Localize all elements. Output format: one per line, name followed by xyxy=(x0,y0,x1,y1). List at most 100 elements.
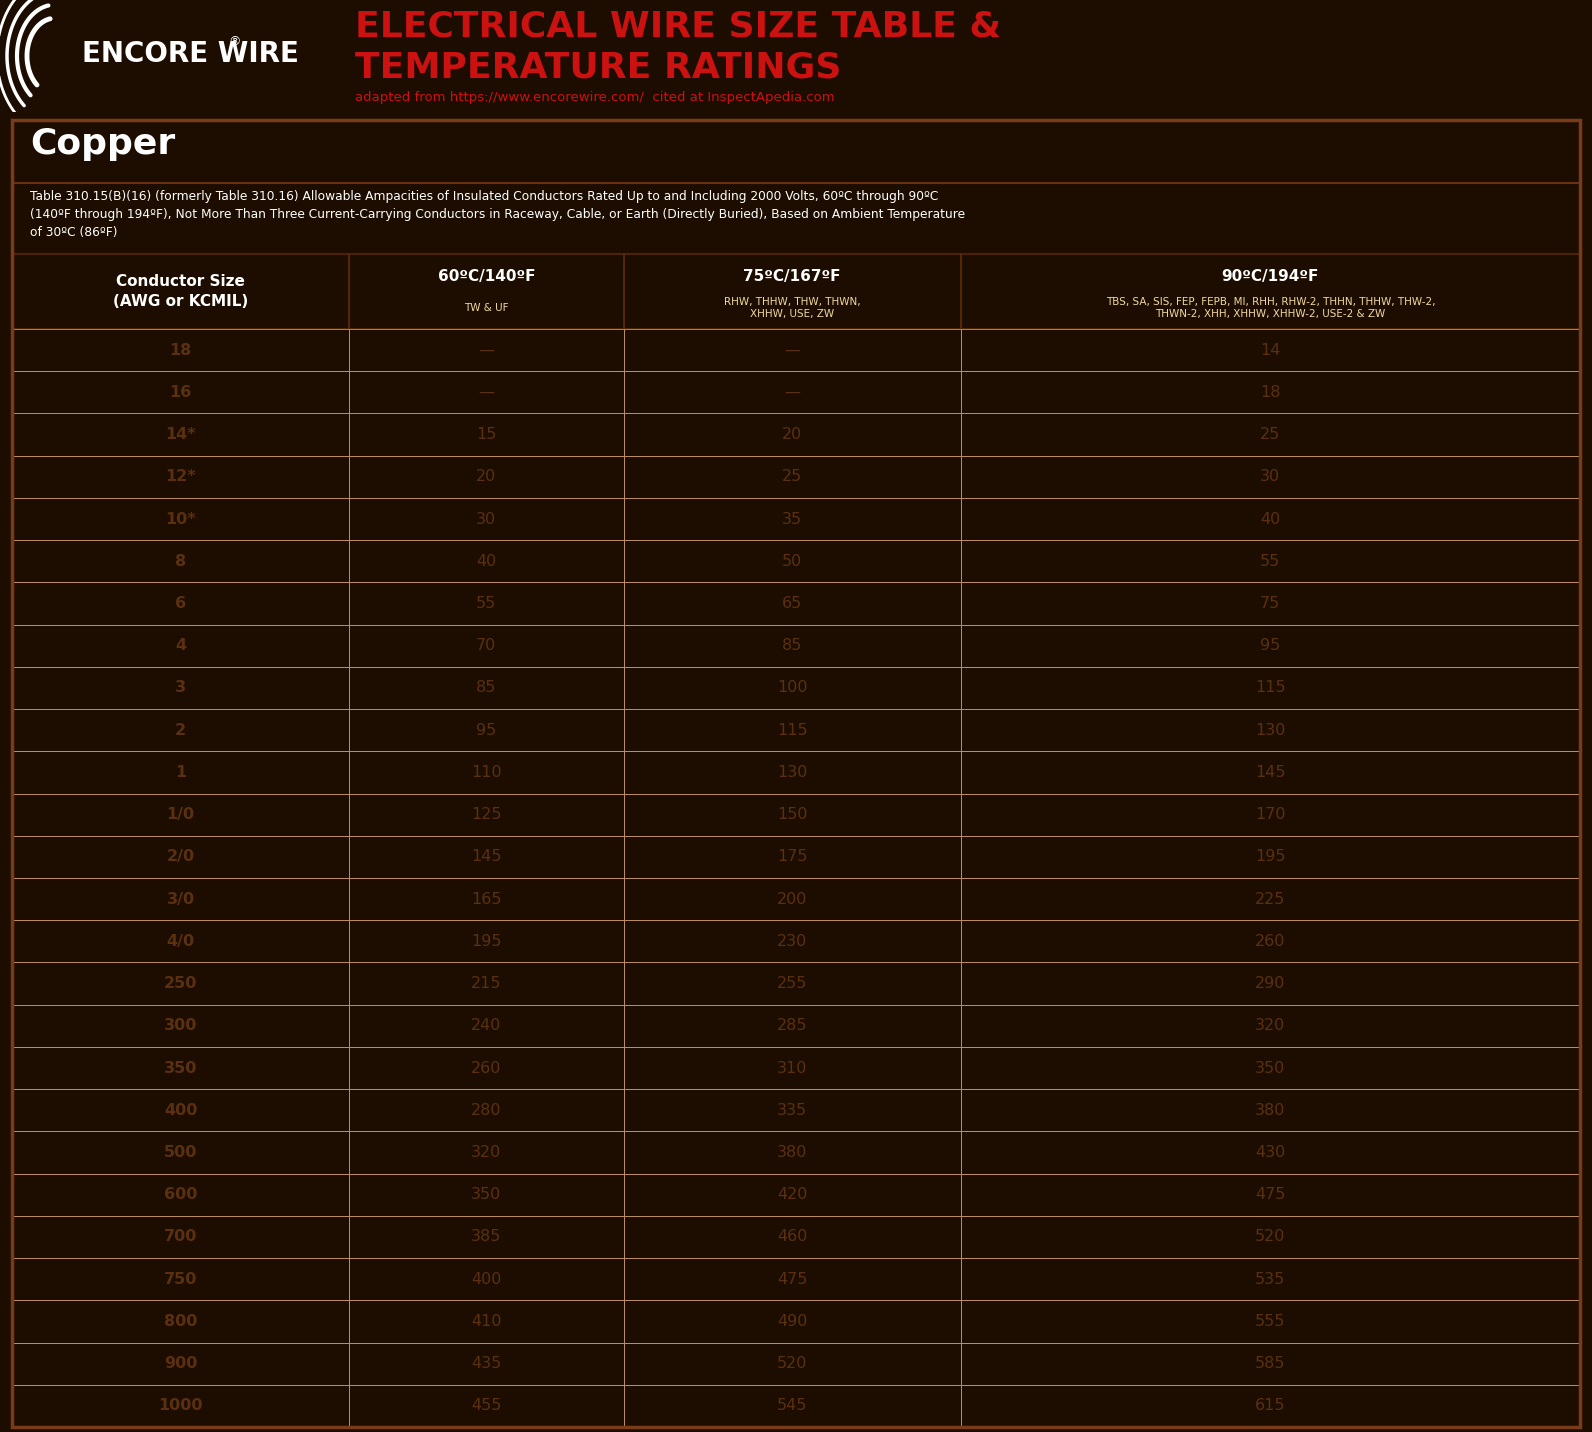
Text: 10*: 10* xyxy=(166,511,196,527)
Text: 130: 130 xyxy=(1254,723,1285,737)
Text: 14*: 14* xyxy=(166,427,196,442)
Text: 70: 70 xyxy=(476,639,497,653)
Text: TBS, SA, SIS, FEP, FEPB, MI, RHH, RHW-2, THHN, THHW, THW-2,
THWN-2, XHH, XHHW, X: TBS, SA, SIS, FEP, FEPB, MI, RHH, RHW-2,… xyxy=(1105,296,1434,319)
Text: 460: 460 xyxy=(777,1230,807,1244)
Text: 520: 520 xyxy=(777,1356,807,1372)
Text: 40: 40 xyxy=(1261,511,1280,527)
Text: 3: 3 xyxy=(175,680,186,696)
Text: 3/0: 3/0 xyxy=(167,892,194,906)
Text: 535: 535 xyxy=(1254,1272,1285,1287)
Text: 350: 350 xyxy=(471,1187,501,1203)
Text: 175: 175 xyxy=(777,849,807,865)
Text: 200: 200 xyxy=(777,892,807,906)
Text: 490: 490 xyxy=(777,1315,807,1329)
Text: 130: 130 xyxy=(777,765,807,780)
Text: 410: 410 xyxy=(471,1315,501,1329)
Text: 165: 165 xyxy=(471,892,501,906)
Text: 250: 250 xyxy=(164,977,197,991)
Text: 800: 800 xyxy=(164,1315,197,1329)
Text: 300: 300 xyxy=(164,1018,197,1034)
Text: 75ºC/167ºF: 75ºC/167ºF xyxy=(743,269,841,284)
Text: 50: 50 xyxy=(782,554,802,569)
Text: RHW, THHW, THW, THWN,
XHHW, USE, ZW: RHW, THHW, THW, THWN, XHHW, USE, ZW xyxy=(724,296,860,319)
Text: 1/0: 1/0 xyxy=(167,808,194,822)
Text: 15: 15 xyxy=(476,427,497,442)
Text: 30: 30 xyxy=(476,511,497,527)
Text: 16: 16 xyxy=(169,385,191,400)
Text: 18: 18 xyxy=(1261,385,1280,400)
Text: adapted from https://www.encorewire.com/  cited at InspectApedia.com: adapted from https://www.encorewire.com/… xyxy=(355,92,834,105)
Text: 380: 380 xyxy=(777,1146,807,1160)
Text: 75: 75 xyxy=(1261,596,1280,611)
Text: 215: 215 xyxy=(471,977,501,991)
Text: 14: 14 xyxy=(1261,342,1280,358)
Text: —: — xyxy=(785,385,801,400)
Text: 55: 55 xyxy=(476,596,497,611)
Text: 40: 40 xyxy=(476,554,497,569)
Text: 435: 435 xyxy=(471,1356,501,1372)
Text: 475: 475 xyxy=(1254,1187,1285,1203)
Text: 55: 55 xyxy=(1261,554,1280,569)
Text: ELECTRICAL WIRE SIZE TABLE &: ELECTRICAL WIRE SIZE TABLE & xyxy=(355,10,1001,44)
Text: 385: 385 xyxy=(471,1230,501,1244)
Text: 285: 285 xyxy=(777,1018,807,1034)
Text: 4: 4 xyxy=(175,639,186,653)
Text: —: — xyxy=(478,385,495,400)
Text: 20: 20 xyxy=(782,427,802,442)
Text: 18: 18 xyxy=(169,342,191,358)
Text: 195: 195 xyxy=(471,934,501,949)
Text: 85: 85 xyxy=(476,680,497,696)
Text: 230: 230 xyxy=(777,934,807,949)
Text: 125: 125 xyxy=(471,808,501,822)
Text: 700: 700 xyxy=(164,1230,197,1244)
Text: 1000: 1000 xyxy=(158,1399,202,1413)
Text: 475: 475 xyxy=(777,1272,807,1287)
Text: 8: 8 xyxy=(175,554,186,569)
Text: 95: 95 xyxy=(1261,639,1280,653)
Text: 520: 520 xyxy=(1254,1230,1285,1244)
Text: —: — xyxy=(785,342,801,358)
Text: 400: 400 xyxy=(471,1272,501,1287)
Text: 585: 585 xyxy=(1254,1356,1286,1372)
Text: 145: 145 xyxy=(1254,765,1286,780)
Text: 1: 1 xyxy=(175,765,186,780)
Text: 290: 290 xyxy=(1254,977,1285,991)
Text: 260: 260 xyxy=(471,1061,501,1075)
Text: 455: 455 xyxy=(471,1399,501,1413)
Text: 12*: 12* xyxy=(166,470,196,484)
Text: 65: 65 xyxy=(782,596,802,611)
Text: 260: 260 xyxy=(1254,934,1285,949)
Text: 615: 615 xyxy=(1254,1399,1286,1413)
Text: 350: 350 xyxy=(1254,1061,1285,1075)
Text: ®: ® xyxy=(228,36,240,49)
Text: 20: 20 xyxy=(476,470,497,484)
Text: 60ºC/140ºF: 60ºC/140ºF xyxy=(438,269,535,284)
Text: 25: 25 xyxy=(1261,427,1280,442)
Text: 6: 6 xyxy=(175,596,186,611)
Text: 4/0: 4/0 xyxy=(167,934,194,949)
Text: Conductor Size
(AWG or KCMIL): Conductor Size (AWG or KCMIL) xyxy=(113,274,248,309)
Text: 750: 750 xyxy=(164,1272,197,1287)
Text: 85: 85 xyxy=(782,639,802,653)
Text: 320: 320 xyxy=(1254,1018,1285,1034)
Text: 500: 500 xyxy=(164,1146,197,1160)
Text: 555: 555 xyxy=(1254,1315,1285,1329)
Text: 145: 145 xyxy=(471,849,501,865)
Text: 225: 225 xyxy=(1254,892,1285,906)
Text: 400: 400 xyxy=(164,1103,197,1118)
Text: Copper: Copper xyxy=(30,126,175,160)
Text: 380: 380 xyxy=(1254,1103,1285,1118)
Text: 110: 110 xyxy=(471,765,501,780)
Text: 335: 335 xyxy=(777,1103,807,1118)
Text: 100: 100 xyxy=(777,680,807,696)
Text: 195: 195 xyxy=(1254,849,1286,865)
Text: 350: 350 xyxy=(164,1061,197,1075)
Text: 310: 310 xyxy=(777,1061,807,1075)
Text: 35: 35 xyxy=(782,511,802,527)
Text: 240: 240 xyxy=(471,1018,501,1034)
Text: 420: 420 xyxy=(777,1187,807,1203)
Text: Table 310.15(B)(16) (formerly Table 310.16) Allowable Ampacities of Insulated Co: Table 310.15(B)(16) (formerly Table 310.… xyxy=(30,190,965,239)
Text: 115: 115 xyxy=(1254,680,1286,696)
Text: 600: 600 xyxy=(164,1187,197,1203)
Text: 150: 150 xyxy=(777,808,807,822)
